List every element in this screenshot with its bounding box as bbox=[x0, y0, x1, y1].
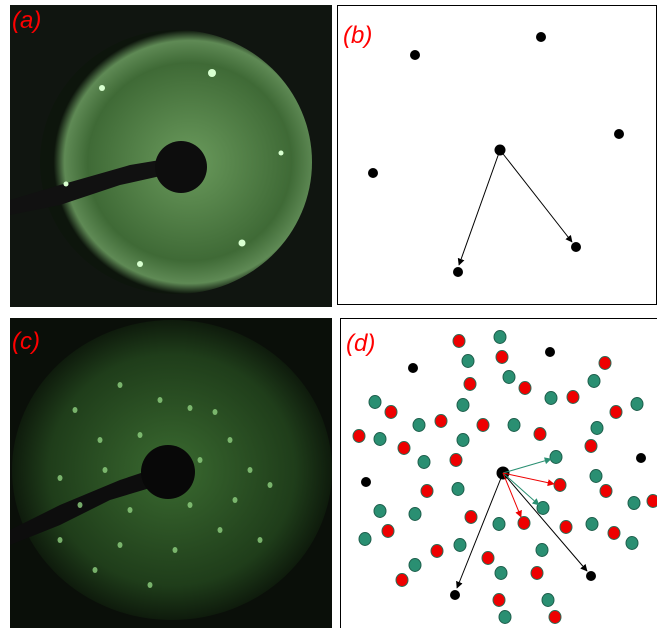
spot bbox=[213, 409, 218, 415]
spot bbox=[628, 497, 640, 510]
spot bbox=[588, 375, 600, 388]
spot bbox=[58, 537, 63, 543]
spot bbox=[610, 406, 622, 419]
spot bbox=[268, 482, 273, 488]
spot bbox=[173, 547, 178, 553]
spot bbox=[599, 357, 611, 370]
spot bbox=[585, 440, 597, 453]
spot bbox=[58, 475, 63, 481]
spot bbox=[118, 382, 123, 388]
spot bbox=[457, 399, 469, 412]
panel-c: (c) bbox=[10, 318, 332, 628]
spot bbox=[409, 508, 421, 521]
spot bbox=[374, 433, 386, 446]
panel-label: (a) bbox=[12, 7, 41, 34]
spot bbox=[73, 407, 78, 413]
spot bbox=[188, 502, 193, 508]
spot bbox=[536, 544, 548, 557]
spot bbox=[508, 419, 520, 432]
spot bbox=[385, 406, 397, 419]
spot bbox=[534, 428, 546, 441]
spot bbox=[93, 567, 98, 573]
spot bbox=[537, 502, 549, 515]
spot bbox=[450, 454, 462, 467]
spot bbox=[369, 396, 381, 409]
spot bbox=[248, 467, 253, 473]
spot bbox=[626, 537, 638, 550]
spot bbox=[454, 539, 466, 552]
spot bbox=[78, 502, 83, 508]
spot bbox=[542, 594, 554, 607]
spot bbox=[353, 430, 365, 443]
spot bbox=[591, 422, 603, 435]
spot bbox=[128, 507, 133, 513]
spot bbox=[519, 382, 531, 395]
spot bbox=[396, 574, 408, 587]
spot bbox=[398, 442, 410, 455]
spot bbox=[452, 483, 464, 496]
spot bbox=[258, 537, 263, 543]
panel-b: (b) bbox=[338, 6, 657, 305]
spot bbox=[464, 378, 476, 391]
panel-label: (b) bbox=[343, 22, 372, 49]
spot bbox=[457, 434, 469, 447]
spot bbox=[494, 331, 506, 344]
spot bbox=[462, 355, 474, 368]
spot bbox=[118, 542, 123, 548]
spot bbox=[421, 485, 433, 498]
spot bbox=[600, 485, 612, 498]
spot bbox=[148, 582, 153, 588]
spot bbox=[499, 611, 511, 624]
spot bbox=[233, 497, 238, 503]
panel-label: (c) bbox=[12, 328, 40, 355]
spot bbox=[98, 437, 103, 443]
spot bbox=[590, 470, 602, 483]
spot bbox=[374, 505, 386, 518]
spot bbox=[413, 419, 425, 432]
spot bbox=[647, 495, 657, 508]
figure: (a) (b) (c) (d) bbox=[0, 0, 657, 628]
spot bbox=[188, 405, 193, 411]
spot bbox=[138, 432, 143, 438]
spot bbox=[554, 479, 566, 492]
spot bbox=[531, 567, 543, 580]
spot bbox=[549, 611, 561, 624]
spot bbox=[503, 371, 515, 384]
spot bbox=[493, 518, 505, 531]
spot bbox=[567, 391, 579, 404]
spot bbox=[465, 511, 477, 524]
panel-a: (a) bbox=[10, 5, 332, 307]
spot bbox=[409, 559, 421, 572]
panel-d: (d) bbox=[341, 319, 657, 628]
spot bbox=[435, 415, 447, 428]
spot bbox=[482, 552, 494, 565]
spot bbox=[359, 533, 371, 546]
spot bbox=[158, 397, 163, 403]
panel-label: (d) bbox=[346, 330, 375, 357]
spot bbox=[496, 351, 508, 364]
spot bbox=[218, 527, 223, 533]
spot bbox=[586, 518, 598, 531]
spot bbox=[518, 517, 530, 530]
spot bbox=[493, 594, 505, 607]
spot bbox=[631, 398, 643, 411]
spot bbox=[198, 457, 203, 463]
spot bbox=[477, 419, 489, 432]
spot bbox=[418, 456, 430, 469]
spot bbox=[431, 545, 443, 558]
spot bbox=[560, 521, 572, 534]
spot bbox=[545, 392, 557, 405]
spot bbox=[228, 437, 233, 443]
spot bbox=[550, 451, 562, 464]
spot bbox=[495, 567, 507, 580]
spot bbox=[453, 335, 465, 348]
spot bbox=[103, 467, 108, 473]
spot bbox=[608, 527, 620, 540]
spot bbox=[382, 525, 394, 538]
